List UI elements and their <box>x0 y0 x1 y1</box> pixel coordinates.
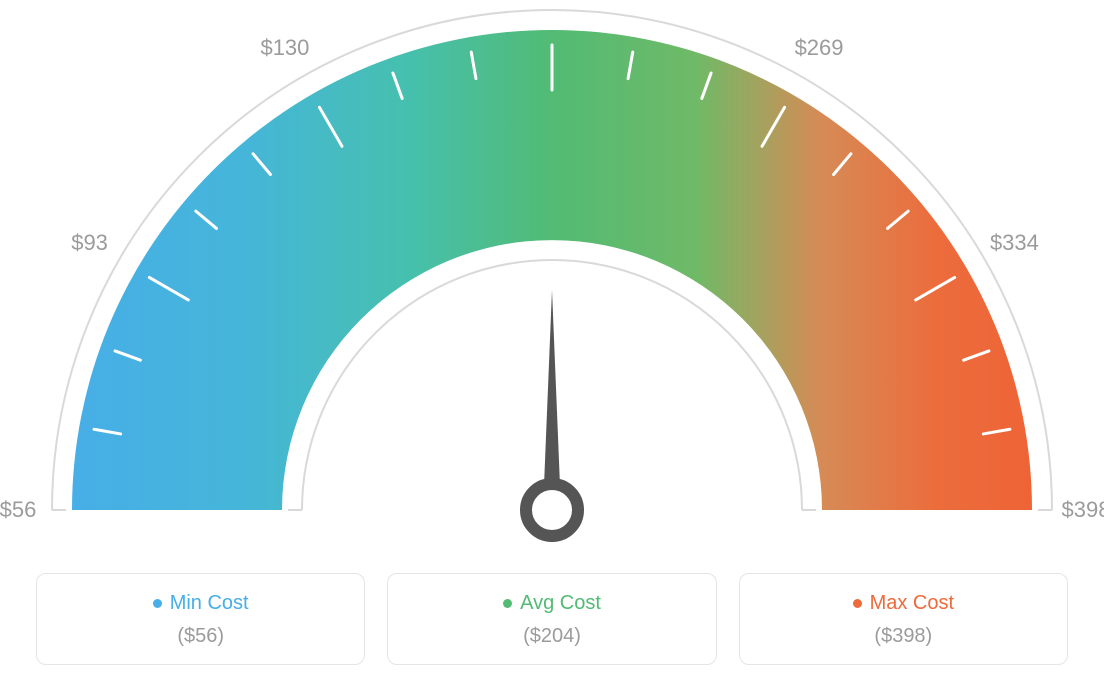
legend-title-avg: Avg Cost <box>503 592 601 615</box>
gauge-area: $56$93$130$204$269$334$398 <box>0 0 1104 560</box>
gauge-tick-label: $269 <box>795 35 844 61</box>
legend-value-max: ($398) <box>750 625 1057 648</box>
gauge-tick-label: $334 <box>990 230 1039 256</box>
chart-wrap: $56$93$130$204$269$334$398 Min Cost ($56… <box>0 0 1104 690</box>
gauge-tick-label: $398 <box>1062 497 1104 523</box>
legend-value-min: ($56) <box>47 625 354 648</box>
gauge-tick-label: $130 <box>260 35 309 61</box>
legend-value-avg: ($204) <box>398 625 705 648</box>
legend-title-text: Avg Cost <box>520 592 601 615</box>
legend-card-min: Min Cost ($56) <box>36 573 365 665</box>
legend-title-min: Min Cost <box>153 592 249 615</box>
gauge-svg <box>0 0 1104 560</box>
dot-icon <box>503 599 512 608</box>
legend-title-text: Min Cost <box>170 592 249 615</box>
dot-icon <box>853 599 862 608</box>
dot-icon <box>153 599 162 608</box>
legend-row: Min Cost ($56) Avg Cost ($204) Max Cost … <box>36 573 1068 665</box>
legend-title-text: Max Cost <box>870 592 954 615</box>
gauge-tick-label: $93 <box>71 230 108 256</box>
legend-card-max: Max Cost ($398) <box>739 573 1068 665</box>
gauge-tick-label: $56 <box>0 497 36 523</box>
legend-title-max: Max Cost <box>853 592 954 615</box>
legend-card-avg: Avg Cost ($204) <box>387 573 716 665</box>
